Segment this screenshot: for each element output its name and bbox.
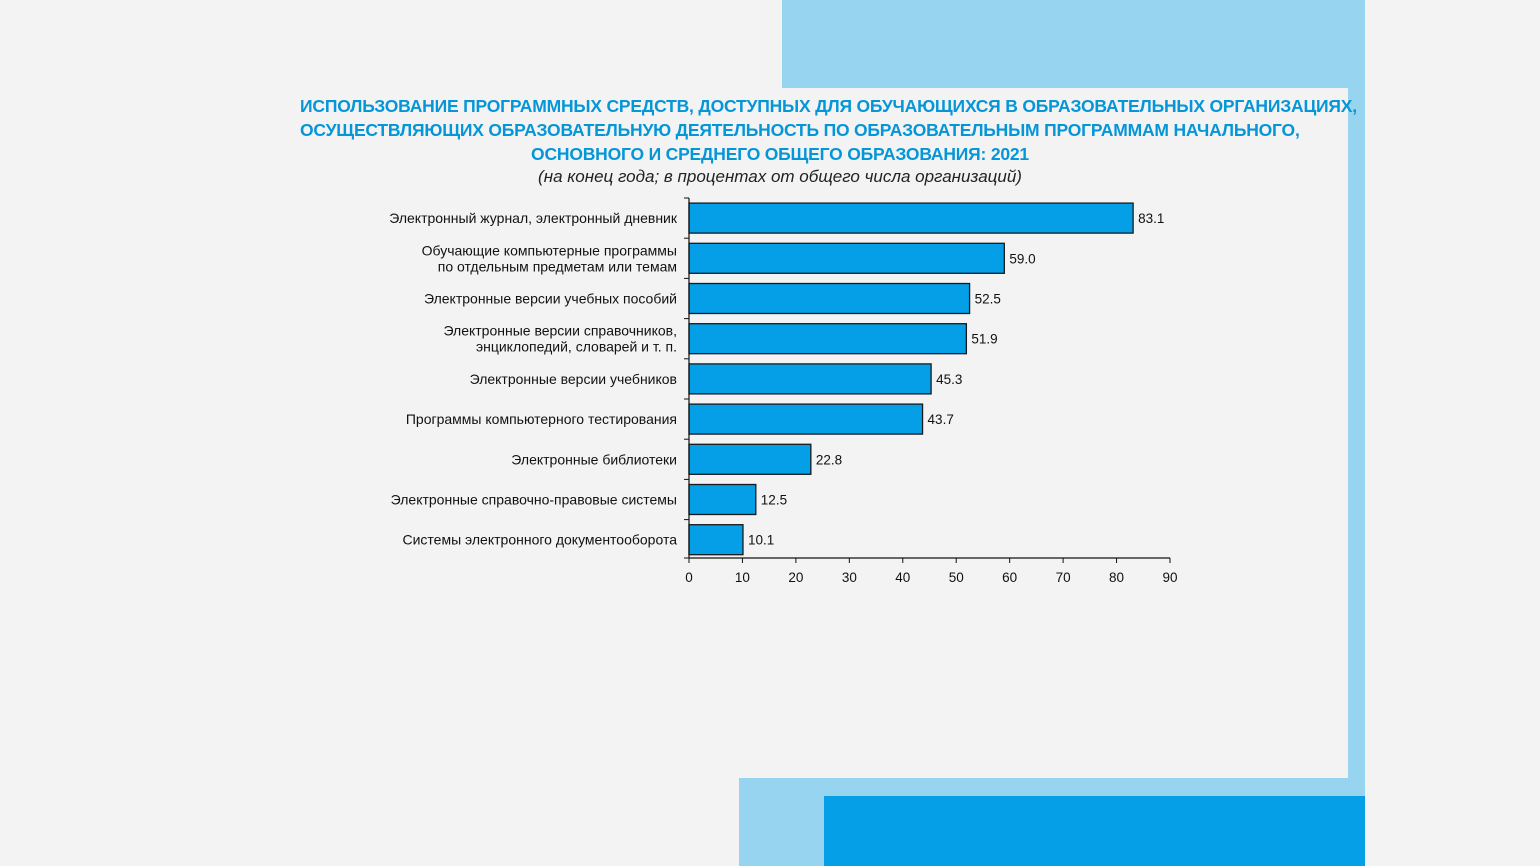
category-label: Электронные версии учебников <box>470 371 677 387</box>
x-tick-label: 20 <box>788 570 803 585</box>
x-tick-label: 10 <box>735 570 750 585</box>
category-label: Системы электронного документооборота <box>403 532 678 548</box>
bar-value-label: 45.3 <box>936 372 962 387</box>
category-label: Электронные справочно-правовые системы <box>391 492 677 508</box>
category-label: Программы компьютерного тестирования <box>406 411 677 427</box>
category-label: Электронные версии справочников, <box>443 323 677 339</box>
bar <box>688 403 924 435</box>
bar-value-label: 12.5 <box>761 493 787 508</box>
category-label: по отдельным предметам или темам <box>438 258 677 274</box>
bar <box>688 202 1134 234</box>
category-label: энциклопедий, словарей и т. п. <box>476 339 677 355</box>
x-tick-label: 50 <box>949 570 964 585</box>
bar-value-label: 22.8 <box>816 452 842 467</box>
decor-bottom-dark-panel <box>824 796 1365 866</box>
chart-subtitle: (на конец года; в процентах от общего чи… <box>538 167 1022 186</box>
bar <box>688 363 932 395</box>
chart-title-line-2: ОСУЩЕСТВЛЯЮЩИХ ОБРАЗОВАТЕЛЬНУЮ ДЕЯТЕЛЬНО… <box>300 120 1300 140</box>
chart-header: ИСПОЛЬЗОВАНИЕ ПРОГРАММНЫХ СРЕДСТВ, ДОСТУ… <box>300 94 1357 188</box>
bar <box>688 524 744 556</box>
category-label: Электронные версии учебных пособий <box>424 291 677 307</box>
x-tick-label: 30 <box>842 570 857 585</box>
x-tick-label: 60 <box>1002 570 1017 585</box>
x-tick-label: 40 <box>895 570 910 585</box>
category-label: Электронные библиотеки <box>511 451 677 467</box>
bar <box>688 323 968 355</box>
bar <box>688 242 1005 274</box>
bar-value-label: 59.0 <box>1009 251 1035 266</box>
bar <box>688 483 757 516</box>
x-tick-label: 0 <box>685 570 693 585</box>
decor-right-strip <box>1348 0 1365 866</box>
bar-value-label: 43.7 <box>928 412 954 427</box>
decor-top-right-panel <box>782 0 1365 88</box>
x-tick-label: 70 <box>1056 570 1071 585</box>
x-tick-label: 90 <box>1162 570 1177 585</box>
bar <box>688 282 971 315</box>
chart-title-line-3: ОСНОВНОГО И СРЕДНЕГО ОБЩЕГО ОБРАЗОВАНИЯ:… <box>531 144 1029 164</box>
bar-value-label: 52.5 <box>975 292 1001 307</box>
chart-title-line-1: ИСПОЛЬЗОВАНИЕ ПРОГРАММНЫХ СРЕДСТВ, ДОСТУ… <box>300 96 1357 116</box>
x-tick-label: 80 <box>1109 570 1124 585</box>
bar-value-label: 51.9 <box>971 332 997 347</box>
bar <box>688 443 812 475</box>
bar-value-label: 83.1 <box>1138 211 1164 226</box>
category-label: Обучающие компьютерные программы <box>422 242 677 258</box>
category-label: Электронный журнал, электронный дневник <box>389 210 678 226</box>
bar-value-label: 10.1 <box>748 533 774 548</box>
